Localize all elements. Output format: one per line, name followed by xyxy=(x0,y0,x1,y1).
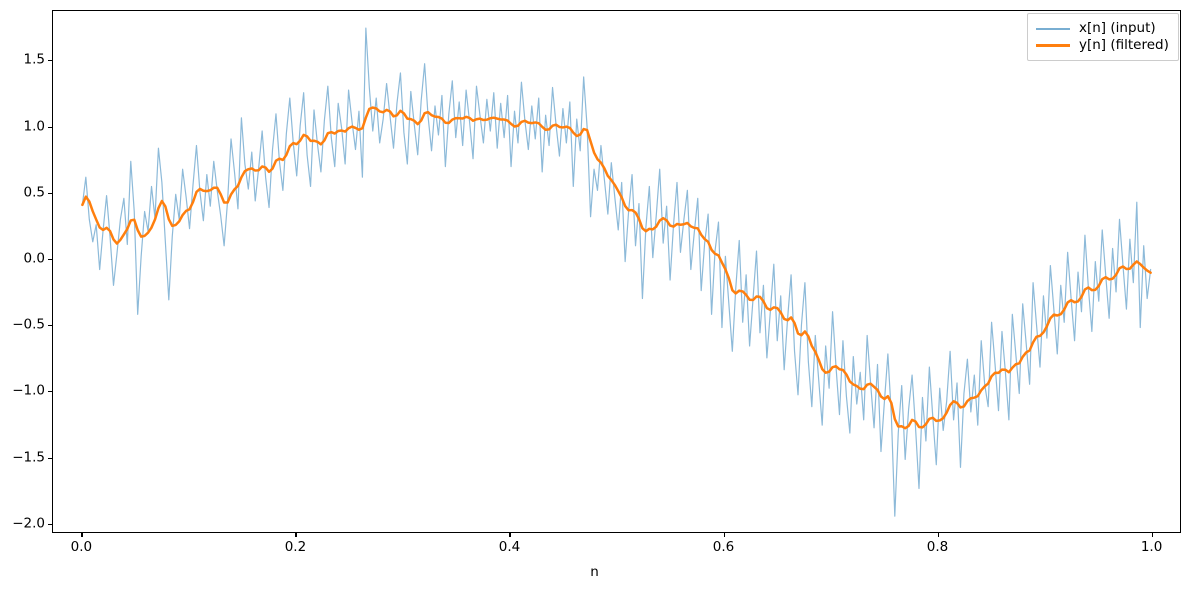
plot-axes-area xyxy=(52,10,1181,533)
y-tick-label: 1.0 xyxy=(23,117,45,134)
x-tick-label: 0.6 xyxy=(712,539,735,555)
x-tick-mark xyxy=(723,533,725,538)
signal-traces xyxy=(81,27,1152,517)
y-tick-mark xyxy=(47,523,52,525)
y-tick-mark xyxy=(47,258,52,260)
y-tick-mark xyxy=(47,457,52,459)
y-tick-label: 1.5 xyxy=(23,51,45,68)
y-tick-label: −2.0 xyxy=(12,514,45,531)
x-tick-label: 0.2 xyxy=(284,539,307,555)
y-tick-label: −1.0 xyxy=(12,382,45,399)
x-tick-mark xyxy=(937,533,939,538)
x-tick-label: 0.8 xyxy=(926,539,949,555)
x-axis-tick-labels: 0.0 0.2 0.4 0.6 0.8 1.0 xyxy=(0,539,1189,561)
y-tick-label: −0.5 xyxy=(12,316,45,333)
legend-label-input: x[n] (input) xyxy=(1079,19,1156,36)
y-tick-mark xyxy=(47,126,52,128)
y-tick-label: 0.5 xyxy=(23,183,45,200)
legend-entry-filtered: y[n] (filtered) xyxy=(1036,37,1169,54)
series-line-x-input xyxy=(81,27,1152,517)
x-tick-label: 1.0 xyxy=(1140,539,1163,555)
y-tick-mark xyxy=(47,325,52,327)
legend-label-filtered: y[n] (filtered) xyxy=(1079,36,1169,53)
x-tick-mark xyxy=(295,533,297,538)
legend: x[n] (input) y[n] (filtered) xyxy=(1027,13,1179,61)
x-axis-label: n xyxy=(590,564,599,580)
legend-swatch-filtered-icon xyxy=(1036,44,1070,47)
y-tick-mark xyxy=(47,391,52,393)
legend-swatch-input-icon xyxy=(1036,27,1070,30)
x-tick-label: 0.4 xyxy=(498,539,521,555)
legend-entry-input: x[n] (input) xyxy=(1036,20,1169,37)
y-tick-label: −1.5 xyxy=(12,448,45,465)
y-tick-label: 0.0 xyxy=(23,250,45,267)
series-line-y-filtered xyxy=(81,106,1152,430)
x-tick-mark xyxy=(81,533,83,538)
y-axis-tick-labels: 1.5 1.0 0.5 0.0 −0.5 −1.0 −1.5 −2.0 xyxy=(0,0,45,590)
y-tick-mark xyxy=(47,192,52,194)
y-tick-mark xyxy=(47,60,52,62)
x-tick-mark xyxy=(1151,533,1153,538)
x-tick-mark xyxy=(509,533,511,538)
x-tick-label: 0.0 xyxy=(70,539,93,555)
